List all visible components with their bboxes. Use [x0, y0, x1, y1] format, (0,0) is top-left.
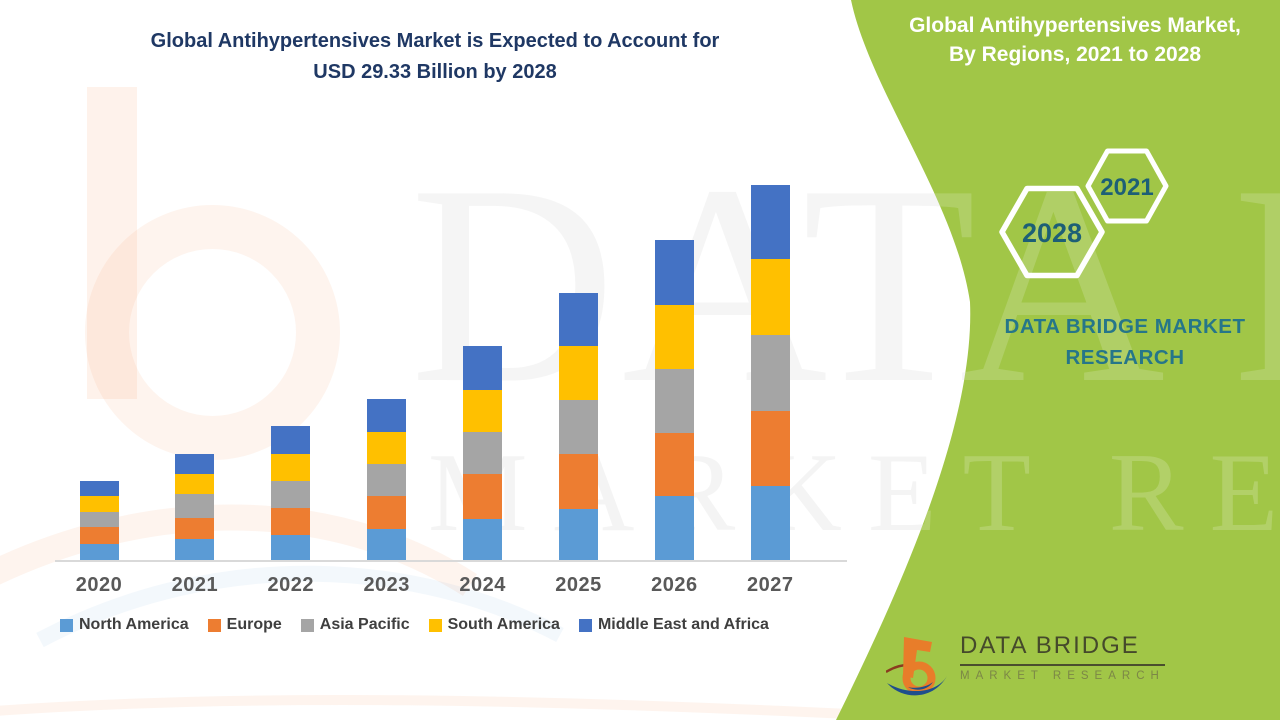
x-axis-label-2023: 2023: [363, 574, 410, 596]
footer-logo: DATA BRIDGE MARKET RESEARCH: [886, 632, 1165, 702]
panel-heading-line2: By Regions, 2021 to 2028: [948, 43, 1202, 66]
bar-segment-2027-north-america: [750, 486, 790, 561]
hexagon-large-year: 2028: [1022, 218, 1082, 248]
bar-segment-2025-middle-east-and-africa: [559, 293, 598, 346]
hexagon-large-outline: [999, 185, 1105, 279]
x-axis-label-2020: 2020: [75, 574, 123, 596]
x-axis-label-2024: 2024: [459, 574, 506, 596]
footer-logo-name: DATA BRIDGE: [960, 632, 1165, 666]
panel-brand-line2: RESEARCH: [1065, 346, 1185, 369]
bar-segment-2021-middle-east-and-africa: [175, 454, 215, 474]
legend-marker-south-america: [428, 618, 442, 632]
bar-segment-2023-north-america: [367, 529, 407, 561]
bar-segment-2022-south-america: [271, 454, 311, 481]
data-bridge-logo-icon: [886, 637, 947, 696]
green-panel-path: [836, 0, 1280, 720]
footer-logo-text: DATA BRIDGE MARKET RESEARCH: [960, 632, 1165, 682]
legend-item-asia-pacific: Asia Pacific: [300, 616, 410, 634]
bar-segment-2023-south-america: [367, 432, 407, 464]
bar-segment-2022-asia-pacific: [271, 481, 311, 508]
bar-segment-2025-europe: [559, 454, 598, 509]
bar-segment-2025-north-america: [559, 509, 598, 561]
legend-marker-north-america: [60, 618, 73, 632]
x-axis-label-2027: 2027: [747, 574, 794, 596]
panel-brand-text: DATA BRIDGE MARKET RESEARCH: [950, 311, 1280, 373]
bar-segment-2022-europe: [271, 508, 311, 535]
bar-segment-2027-south-america: [750, 259, 790, 335]
bar-segment-2026-north-america: [654, 496, 694, 561]
bar-segment-2022-middle-east-and-africa: [271, 426, 311, 454]
legend-label-north-america: North America: [79, 616, 189, 633]
bar-segment-2024-europe: [463, 474, 503, 519]
chart-title: Global Antihypertensives Market is Expec…: [70, 26, 800, 88]
bar-segment-2020-asia-pacific: [79, 512, 119, 527]
legend-label-south-america: South America: [447, 616, 560, 633]
bar-segment-2026-asia-pacific: [654, 369, 694, 433]
panel-brand-line1: DATA BRIDGE MARKET: [1004, 315, 1246, 338]
bar-segment-2023-asia-pacific: [367, 464, 407, 496]
chart-title-line2: USD 29.33 Billion by 2028: [313, 61, 557, 83]
legend-item-middle-east-and-africa: Middle East and Africa: [578, 616, 769, 634]
bar-segment-2023-middle-east-and-africa: [367, 399, 407, 432]
bar-segment-2025-asia-pacific: [559, 400, 598, 454]
chart-title-line1: Global Antihypertensives Market is Expec…: [150, 30, 720, 52]
x-axis-label-2026: 2026: [651, 574, 698, 596]
panel-heading-line1: Global Antihypertensives Market,: [909, 14, 1241, 37]
bar-segment-2020-middle-east-and-africa: [79, 481, 119, 496]
x-axis-label-2022: 2022: [267, 574, 315, 596]
bar-segment-2027-europe: [750, 411, 790, 486]
bar-segment-2020-north-america: [79, 544, 119, 561]
legend-item-south-america: South America: [428, 616, 560, 634]
hexagon-badges: 2028 2021: [999, 148, 1169, 279]
legend-marker-asia-pacific: [300, 618, 314, 632]
legend-label-middle-east-and-africa: Middle East and Africa: [597, 616, 769, 633]
panel-heading: Global Antihypertensives Market, By Regi…: [885, 11, 1265, 69]
bar-segment-2024-middle-east-and-africa: [463, 346, 503, 390]
bar-segment-2020-europe: [79, 527, 119, 544]
legend-label-asia-pacific: Asia Pacific: [319, 616, 410, 633]
bar-segment-2021-asia-pacific: [175, 494, 215, 518]
hexagon-small-outline: [1085, 148, 1169, 224]
legend-marker-europe: [207, 618, 221, 632]
footer-logo-subtitle: MARKET RESEARCH: [960, 670, 1165, 682]
bar-segment-2027-asia-pacific: [750, 335, 790, 411]
bar-segment-2026-south-america: [654, 305, 694, 369]
bar-segment-2023-europe: [367, 496, 407, 529]
bar-segment-2021-europe: [175, 518, 215, 539]
hexagon-small-year: 2021: [1100, 174, 1153, 201]
legend-item-europe: Europe: [207, 616, 282, 634]
legend-label-europe: Europe: [226, 616, 282, 633]
x-axis-label-2025: 2025: [555, 574, 602, 596]
legend: North America Europe Asia Pacific South Ame…: [60, 616, 769, 634]
bar-segment-2022-north-america: [271, 535, 311, 561]
bar-segment-2021-south-america: [175, 474, 215, 494]
bar-segment-2024-asia-pacific: [463, 432, 503, 474]
bar-segment-2026-europe: [654, 433, 694, 496]
legend-item-north-america: North America: [60, 616, 189, 634]
x-axis-line: [55, 560, 847, 562]
bar-segment-2021-north-america: [175, 539, 215, 561]
bar-segment-2024-north-america: [463, 519, 503, 561]
bar-segment-2024-south-america: [463, 390, 503, 432]
legend-marker-middle-east-and-africa: [578, 618, 592, 632]
bar-segment-2027-middle-east-and-africa: [750, 185, 790, 259]
bar-segment-2025-south-america: [559, 346, 598, 400]
x-axis-label-2021: 2021: [171, 574, 219, 596]
bar-segment-2026-middle-east-and-africa: [654, 240, 694, 305]
bar-segment-2020-south-america: [79, 496, 119, 512]
